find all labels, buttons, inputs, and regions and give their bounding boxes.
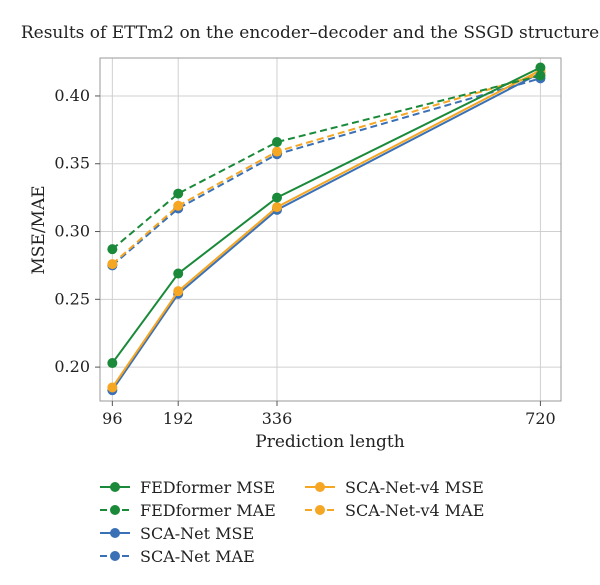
- legend-marker: [315, 505, 325, 515]
- series-line: [111, 66, 541, 364]
- x-tick-label: 192: [163, 409, 194, 428]
- legend-label: SCA-Net-v4 MAE: [345, 501, 484, 520]
- data-point: [173, 188, 184, 199]
- ticks-layer: 96 192 336 720 0.20 0.25 0.30 0.35 0.40: [54, 86, 555, 428]
- data-point: [107, 382, 118, 393]
- series-line: [111, 72, 541, 391]
- series-line: [111, 73, 541, 265]
- y-tick-label: 0.40: [54, 86, 90, 105]
- legend-marker: [110, 528, 120, 538]
- legend-marker: [110, 482, 120, 492]
- series-sca-net-v4-mae: [107, 69, 546, 270]
- legend: FEDformer MSE FEDformer MAE SCA-Net MSE SCA…: [100, 478, 484, 566]
- series-sca-net-v4-mse: [107, 65, 546, 393]
- data-point: [271, 146, 282, 157]
- data-point: [173, 268, 184, 279]
- legend-item: SCA-Net MAE: [100, 547, 255, 566]
- data-point: [107, 244, 118, 255]
- data-point: [271, 137, 282, 148]
- x-tick-label: 336: [262, 409, 293, 428]
- legend-marker: [110, 551, 120, 561]
- series-layer: [107, 62, 546, 396]
- series-line: [111, 77, 541, 267]
- legend-item: FEDformer MAE: [100, 501, 276, 520]
- series-line: [111, 69, 541, 389]
- data-point: [535, 62, 546, 73]
- x-axis-label: Prediction length: [255, 432, 404, 452]
- y-tick-label: 0.35: [54, 154, 90, 173]
- series-sca-net-mae: [107, 73, 546, 271]
- legend-item: SCA-Net MSE: [100, 524, 254, 543]
- series-fedformer-mae: [107, 70, 546, 255]
- x-tick-label: 96: [102, 409, 122, 428]
- series-line: [111, 74, 541, 250]
- series-fedformer-mse: [107, 62, 546, 369]
- legend-label: SCA-Net MSE: [140, 524, 254, 543]
- legend-marker: [315, 482, 325, 492]
- data-point: [173, 286, 184, 297]
- legend-item: FEDformer MSE: [100, 478, 275, 497]
- data-point: [173, 200, 184, 211]
- grid-layer: [100, 58, 561, 401]
- data-point: [107, 358, 118, 369]
- chart-title: Results of ETTm2 on the encoder–decoder …: [21, 23, 599, 43]
- legend-item: SCA-Net-v4 MAE: [305, 501, 484, 520]
- legend-label: FEDformer MSE: [140, 478, 275, 497]
- data-point: [107, 259, 118, 270]
- y-tick-label: 0.30: [54, 222, 90, 241]
- y-tick-label: 0.20: [54, 357, 90, 376]
- legend-label: SCA-Net MAE: [140, 547, 255, 566]
- data-point: [535, 70, 546, 81]
- y-tick-label: 0.25: [54, 289, 90, 308]
- legend-marker: [110, 505, 120, 515]
- data-point: [271, 202, 282, 213]
- plot-area: [99, 57, 562, 402]
- legend-item: SCA-Net-v4 MSE: [305, 478, 484, 497]
- x-tick-label: 720: [525, 409, 556, 428]
- y-axis-label: MSE/MAE: [29, 185, 49, 274]
- legend-label: SCA-Net-v4 MSE: [345, 478, 484, 497]
- data-point: [271, 192, 282, 203]
- legend-label: FEDformer MAE: [140, 501, 276, 520]
